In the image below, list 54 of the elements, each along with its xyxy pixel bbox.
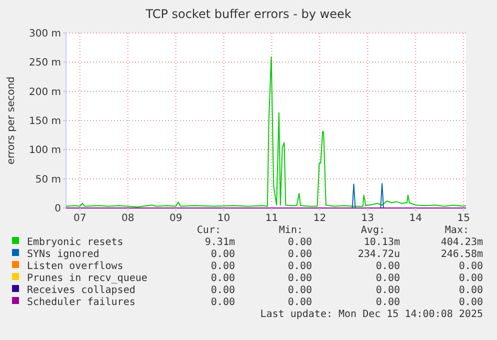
text: 0.00 [288, 261, 312, 272]
text: 0.00 [288, 297, 312, 308]
text: 246.58m [440, 249, 483, 260]
text: 234.72u [358, 249, 400, 260]
text: 0.00 [210, 261, 235, 272]
text: 0.00 [376, 273, 400, 284]
text: 0.00 [288, 285, 312, 296]
legend-label: SYNs ignored [27, 249, 100, 260]
text: Min: [278, 225, 303, 236]
x-tick-label: 09 [169, 213, 182, 224]
x-tick-label: 11 [265, 213, 278, 224]
text: 10.13m [364, 237, 400, 248]
text: Cur: [196, 225, 221, 236]
x-tick-label: 13 [361, 213, 374, 224]
text: Last update: Mon Dec 15 14:00:08 2025 [260, 309, 483, 320]
x-tick-label: 15 [457, 213, 470, 224]
text: 404.23m [440, 237, 483, 248]
text: 0.00 [210, 285, 235, 296]
x-tick-label: 14 [409, 213, 422, 224]
chart-title: TCP socket buffer errors - by week [144, 7, 352, 21]
text: 9.31m [204, 237, 235, 248]
legend-label: Listen overflows [27, 261, 124, 272]
y-tick-label: 50 m [35, 174, 61, 186]
text: Max: [444, 225, 469, 236]
text: 0.00 [288, 249, 312, 260]
text: 0.00 [458, 261, 483, 272]
y-tick-label: 200 m [28, 86, 61, 98]
legend-label: Prunes in recv_queue [27, 273, 148, 284]
text: 0.00 [376, 297, 400, 308]
legend-label: Receives collapsed [27, 285, 136, 296]
text: 0.00 [210, 249, 235, 260]
text: 0.00 [210, 297, 235, 308]
text: 0.00 [458, 285, 483, 296]
x-tick-label: 10 [217, 213, 230, 224]
text: Avg: [360, 225, 385, 236]
text: 0.00 [376, 261, 400, 272]
legend-label: Scheduler failures [27, 297, 136, 308]
y-axis-title: errors per second [6, 76, 17, 165]
y-tick-label: 0 [54, 204, 61, 214]
x-tick-label: 12 [313, 213, 326, 224]
text: 0.00 [288, 273, 312, 284]
y-tick-label: 100 m [28, 145, 61, 156]
text: 0.00 [210, 273, 235, 284]
y-tick-label: 300 m [28, 28, 61, 40]
x-tick-label: 07 [74, 213, 86, 224]
text: 0.00 [458, 297, 483, 308]
x-tick-label: 08 [122, 213, 134, 224]
text: 0.00 [458, 273, 483, 284]
line-series [66, 56, 466, 208]
y-tick-label: 250 m [28, 58, 61, 69]
text: 0.00 [288, 237, 312, 248]
y-tick-label: 150 m [28, 116, 61, 127]
text: 0.00 [376, 285, 400, 296]
legend-label: Embryonic resets [27, 237, 124, 248]
